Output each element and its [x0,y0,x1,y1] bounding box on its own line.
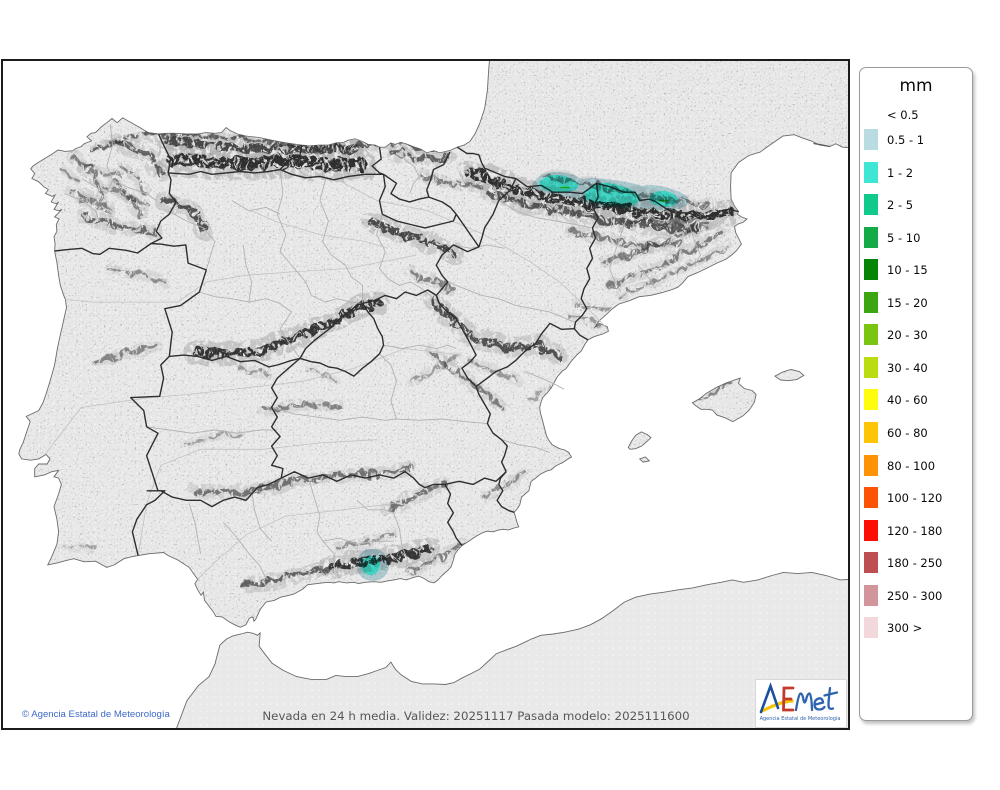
legend-swatch [864,259,878,281]
legend-label: 2 - 5 [887,198,914,213]
legend-swatch [864,226,878,248]
legend-swatch [864,421,878,443]
logo-subtitle: Agencia Estatal de Meteorología [760,715,841,722]
rivers [44,176,608,580]
copyright-label: © Agencia Estatal de Meteorología [22,709,170,720]
legend-label: 120 - 180 [887,523,943,538]
legend-swatch [864,291,878,313]
legend-label: 40 - 60 [887,393,928,408]
legend-label: 250 - 300 [887,588,943,603]
legend-unit-label: mm [899,76,933,96]
legend-swatch [864,324,878,346]
legend-label: 15 - 20 [887,295,928,310]
legend-label: 20 - 30 [887,328,928,343]
aemet-logo-graphic: Agencia Estatal de Meteorología [759,682,841,722]
legend-label: 5 - 10 [887,230,921,245]
french-lagoon [813,142,830,148]
logo-letter-a [759,682,780,714]
legend-label: 100 - 120 [887,491,943,506]
snow-areas [356,171,690,581]
legend-swatch [864,584,878,606]
legend-swatch [864,356,878,378]
logo-letter-t [823,686,839,710]
legend-swatch [864,519,878,541]
legend-swatch [864,617,878,639]
legend-label: 180 - 250 [887,556,943,571]
legend-panel: mm < 0.5 0.5 - 1 1 - 2 2 - 5 5 - 10 10 - 15 1… [859,67,973,721]
legend-swatch [864,129,878,150]
legend-label: 10 - 15 [887,263,928,278]
border-spain-portugal [54,242,207,556]
snow-pyrenees-east [648,190,678,207]
legend-label: 30 - 40 [887,360,928,375]
legend-swatch [864,487,878,509]
snow-pyrenees-central [582,182,640,207]
map-caption: Nevada en 24 h media. Validez: 20251117 … [262,709,690,723]
legend-swatch [864,552,878,574]
legend-label: 80 - 100 [887,458,936,473]
province-borders [64,124,702,579]
legend-label: 0.5 - 1 [887,133,925,147]
legend-label: 300 > [887,621,923,636]
legend-swatch [864,194,878,216]
legend-label: 1 - 2 [887,165,914,180]
legend-swatch [864,454,878,476]
legend-swatch [864,161,878,183]
logo-letter-m [794,692,814,712]
logo-letter-e2 [813,697,826,711]
logo-letter-e [782,686,795,712]
snow-sierra-nevada [361,555,381,576]
aemet-logo: Agencia Estatal de Meteorología [755,679,847,728]
legend-first-label: < 0.5 [887,108,919,122]
map-canvas [1,59,850,730]
legend-swatch [864,389,878,411]
land-africa [176,571,848,728]
legend-label: 60 - 80 [887,425,928,440]
